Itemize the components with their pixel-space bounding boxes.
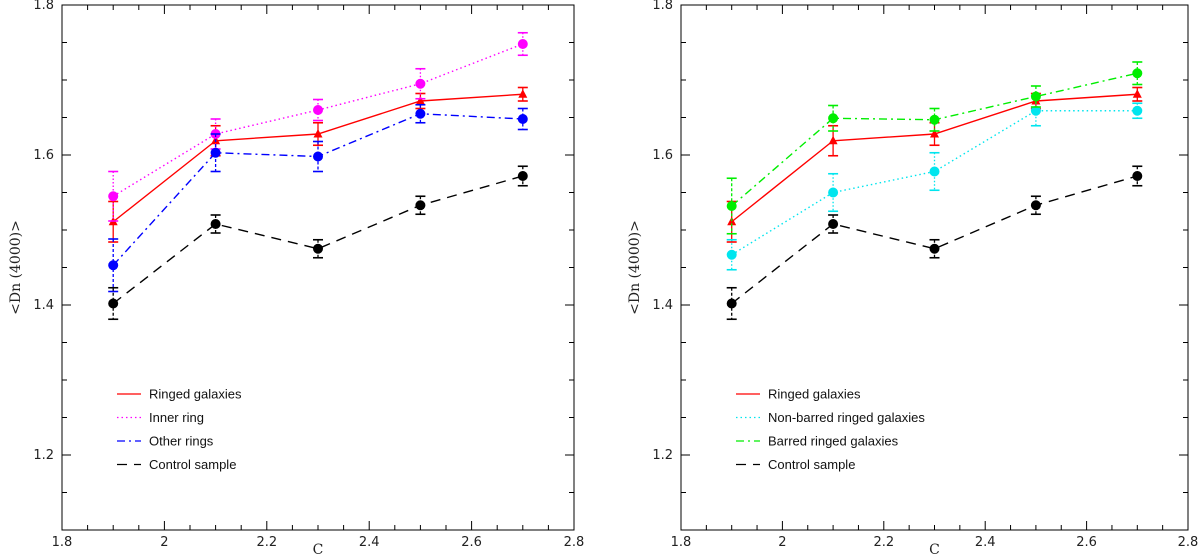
data-point: [828, 113, 839, 124]
y-axis-label: <Dn (4000)>: [627, 220, 643, 315]
data-point: [1132, 89, 1142, 98]
plot-frame: [61, 4, 575, 531]
legend-label: Ringed galaxies: [149, 387, 242, 402]
x-tick-label: 1.8: [52, 535, 73, 550]
legend-label: Control sample: [149, 457, 236, 472]
data-point: [929, 114, 940, 125]
data-point: [1030, 91, 1041, 102]
data-point: [726, 298, 737, 309]
data-point: [210, 147, 221, 158]
data-point: [828, 187, 839, 198]
x-tick-label: 2.6: [461, 535, 482, 550]
y-tick-label: 1.4: [33, 298, 54, 313]
data-point: [313, 243, 323, 254]
data-point: [313, 129, 323, 138]
x-axis-label: C: [929, 542, 940, 558]
plot-frame: [680, 4, 1189, 531]
x-tick-label: 2.4: [359, 535, 380, 550]
legend-label: Other rings: [149, 434, 214, 449]
data-point: [517, 39, 528, 49]
y-tick-label: 1.8: [652, 0, 673, 13]
data-point: [1132, 105, 1143, 116]
data-point: [828, 219, 839, 229]
data-point: [517, 171, 528, 181]
data-point: [1132, 68, 1143, 79]
y-axis-label: <Dn (4000)>: [8, 220, 24, 315]
legend-label: Barred ringed galaxies: [768, 434, 899, 449]
y-tick-label: 1.2: [33, 448, 54, 463]
data-point: [415, 200, 426, 211]
right-panel: 1.8 2 2.2 2.4 2.6 2.8 1.2 1.4 1.6 1.8 C <Dn (4000)>…: [627, 0, 1198, 558]
legend-label: Control sample: [768, 457, 855, 472]
data-point: [415, 78, 426, 89]
data-point: [517, 114, 528, 124]
series-line: [731, 110, 1138, 256]
data-point: [108, 298, 119, 309]
y-tick-label: 1.4: [652, 298, 673, 313]
x-tick-label: 2.8: [1178, 535, 1199, 550]
data-point: [929, 243, 940, 254]
legend-label: Inner ring: [149, 410, 204, 425]
y-tick-label: 1.2: [652, 448, 673, 463]
y-tick-label: 1.6: [33, 148, 54, 163]
x-tick-label: 2: [160, 535, 168, 550]
x-tick-label: 2.2: [873, 535, 894, 550]
data-point: [108, 260, 119, 271]
x-tick-label: 1.8: [671, 535, 692, 550]
x-tick-label: 2: [778, 535, 786, 550]
x-tick-label: 2.6: [1076, 535, 1097, 550]
data-point: [210, 219, 221, 229]
y-tick-label: 1.6: [652, 148, 673, 163]
data-point: [726, 201, 737, 211]
data-point: [726, 249, 737, 260]
data-point: [1030, 200, 1041, 211]
data-point: [313, 151, 323, 162]
legend-label: Non-barred ringed galaxies: [768, 410, 925, 425]
x-axis-label: C: [313, 542, 324, 558]
data-point: [1132, 171, 1143, 181]
x-tick-label: 2.8: [564, 535, 585, 550]
data-point: [415, 96, 425, 105]
data-point: [518, 89, 528, 98]
legend-label: Ringed galaxies: [768, 387, 861, 402]
x-tick-label: 2.4: [975, 535, 996, 550]
data-point: [1030, 105, 1041, 116]
data-point: [415, 108, 426, 119]
y-tick-label: 1.8: [33, 0, 54, 13]
data-point: [930, 129, 939, 138]
data-point: [828, 135, 838, 145]
left-panel: 1.8 2 2.2 2.4 2.6 2.8 1.2 1.4 1.6 1.8 C <Dn (4000)>…: [8, 0, 584, 558]
x-tick-label: 2.2: [256, 535, 277, 550]
data-point: [108, 191, 119, 202]
series-line: [112, 175, 523, 305]
data-point: [929, 166, 940, 177]
series-line: [731, 175, 1138, 305]
series-line: [731, 93, 1138, 223]
data-point: [313, 105, 323, 115]
